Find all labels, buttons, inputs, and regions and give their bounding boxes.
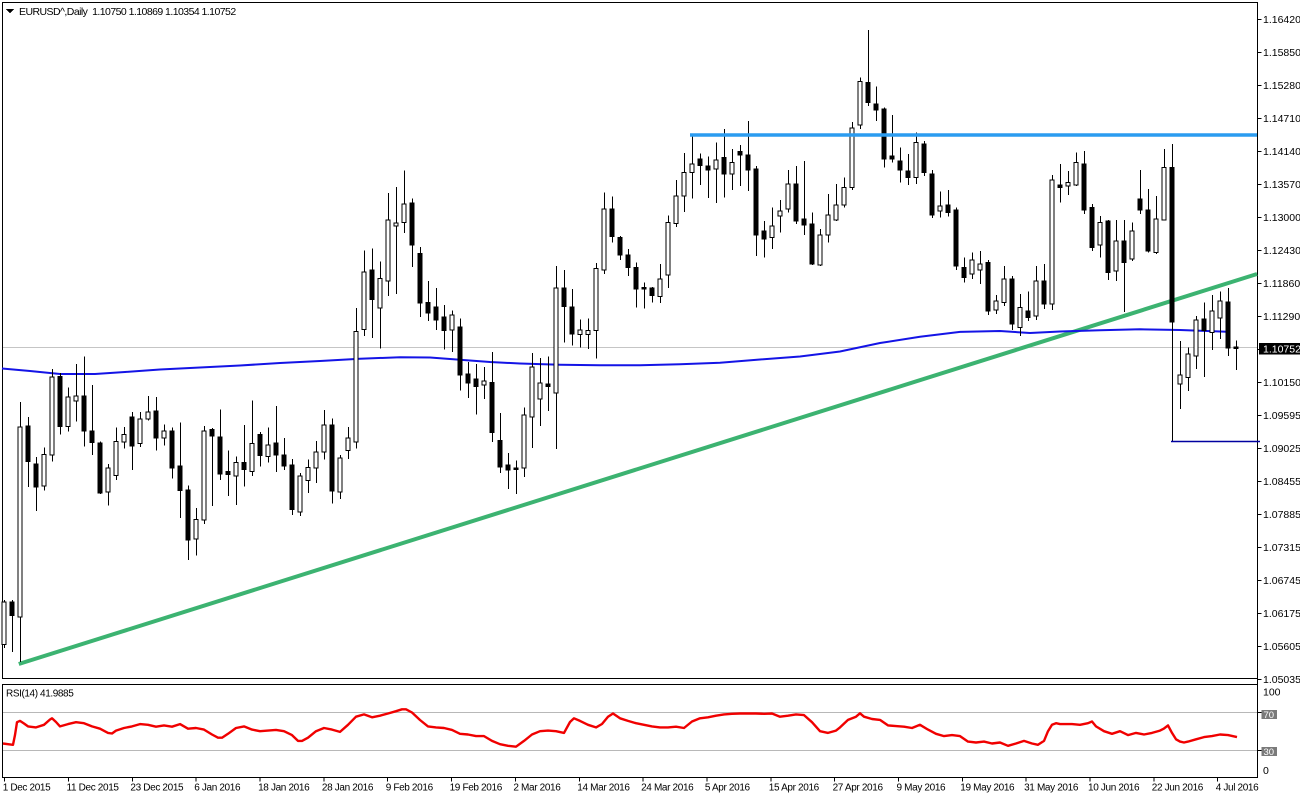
svg-text:11 Dec 2015: 11 Dec 2015 [67,783,120,794]
svg-text:1.05035: 1.05035 [1263,674,1300,686]
svg-text:19 Feb 2016: 19 Feb 2016 [450,783,503,794]
svg-text:10 Jun 2016: 10 Jun 2016 [1088,783,1140,794]
svg-text:1.15280: 1.15280 [1263,80,1300,92]
svg-text:9 Feb 2016: 9 Feb 2016 [386,783,434,794]
svg-text:2 Mar 2016: 2 Mar 2016 [513,783,561,794]
svg-text:100: 100 [1263,687,1281,699]
svg-text:1.14710: 1.14710 [1263,113,1300,125]
svg-text:1.13570: 1.13570 [1263,179,1300,191]
svg-text:30: 30 [1264,747,1275,758]
svg-text:1.05605: 1.05605 [1263,641,1300,653]
svg-text:70: 70 [1264,710,1275,721]
svg-text:EURUSD^,Daily 1.10750 1.10869: EURUSD^,Daily 1.10750 1.10869 1.10354 1.… [19,6,236,18]
svg-text:1.06745: 1.06745 [1263,575,1300,587]
svg-text:1.11860: 1.11860 [1263,278,1300,290]
svg-text:1.11290: 1.11290 [1263,311,1300,323]
svg-text:1.07315: 1.07315 [1263,542,1300,554]
svg-text:18 Jan 2016: 18 Jan 2016 [258,783,310,794]
svg-text:1.15850: 1.15850 [1263,47,1300,59]
svg-text:1.08455: 1.08455 [1263,476,1300,488]
svg-text:27 Apr 2016: 27 Apr 2016 [833,783,884,794]
svg-text:9 May 2016: 9 May 2016 [897,783,947,794]
svg-text:28 Jan 2016: 28 Jan 2016 [322,783,374,794]
svg-text:1.10752: 1.10752 [1263,344,1300,356]
svg-text:1.10150: 1.10150 [1263,377,1300,389]
svg-text:0: 0 [1263,765,1269,777]
svg-text:23 Dec 2015: 23 Dec 2015 [130,783,184,794]
svg-text:1.12430: 1.12430 [1263,245,1300,257]
svg-text:1.09595: 1.09595 [1263,410,1300,422]
svg-text:14 Mar 2016: 14 Mar 2016 [577,783,630,794]
svg-text:6 Jan 2016: 6 Jan 2016 [194,783,241,794]
svg-text:1 Dec 2015: 1 Dec 2015 [3,783,51,794]
svg-text:1.09025: 1.09025 [1263,443,1300,455]
svg-text:1.07885: 1.07885 [1263,509,1300,521]
svg-text:5 Apr 2016: 5 Apr 2016 [705,783,751,794]
svg-text:RSI(14) 41.9885: RSI(14) 41.9885 [6,689,74,700]
svg-text:31 May 2016: 31 May 2016 [1024,783,1079,794]
svg-text:15 Apr 2016: 15 Apr 2016 [769,783,820,794]
svg-text:24 Mar 2016: 24 Mar 2016 [641,783,694,794]
svg-text:1.14140: 1.14140 [1263,146,1300,158]
svg-text:1.16420: 1.16420 [1263,14,1300,26]
svg-text:1.13000: 1.13000 [1263,212,1300,224]
svg-text:1.06175: 1.06175 [1263,608,1300,620]
svg-text:22 Jun 2016: 22 Jun 2016 [1152,783,1204,794]
svg-text:4 Jul 2016: 4 Jul 2016 [1216,783,1259,794]
svg-text:19 May 2016: 19 May 2016 [960,783,1015,794]
